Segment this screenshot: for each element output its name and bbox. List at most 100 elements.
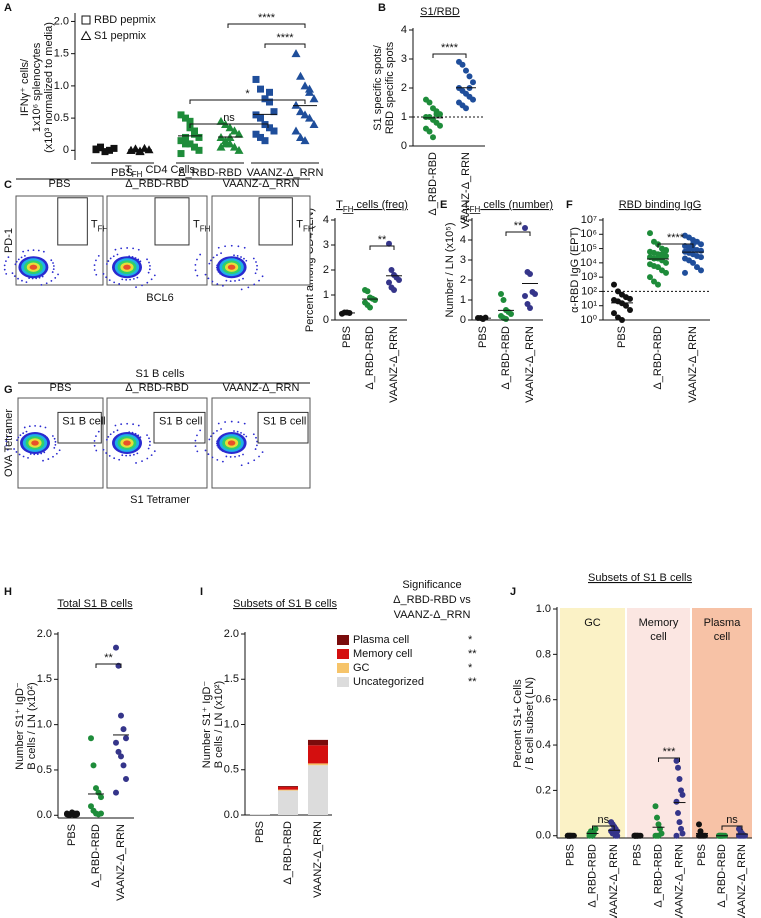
data-point: [498, 291, 504, 297]
event-dot: [116, 253, 119, 256]
sample-label: VAANZ-Δ_RRN: [223, 382, 300, 394]
y-tick-label: 5: [460, 214, 466, 226]
event-dot: [147, 447, 150, 450]
event-dot: [237, 421, 240, 424]
y-tick-label: 2.0: [37, 628, 52, 640]
gate-label-part: S1 B cell: [263, 415, 306, 427]
significance-bracket: [189, 123, 269, 128]
data-point: [230, 142, 239, 151]
legend-significance: **: [468, 676, 477, 688]
panel-letter: E: [440, 199, 447, 211]
data-point: [118, 753, 124, 760]
y-tick-label: 10²: [581, 285, 597, 297]
panel-title: TFH cells (freq): [336, 199, 408, 214]
event-dot: [57, 273, 59, 276]
x-tick-label: Δ_RBD-RBD: [90, 824, 102, 888]
event-dot: [6, 436, 9, 438]
significance-bracket: [657, 243, 694, 248]
data-point: [123, 735, 129, 742]
data-point: [611, 281, 617, 288]
event-dot: [5, 440, 8, 443]
significance-label: ns: [223, 112, 235, 124]
data-point: [673, 757, 680, 764]
event-dot: [95, 449, 98, 452]
data-point: [257, 133, 264, 141]
data-point: [177, 137, 185, 145]
data-point: [463, 67, 469, 74]
y-tick-label: 2: [323, 264, 329, 276]
data-point: [386, 240, 392, 247]
y-axis-label: OVA Tetramer: [3, 409, 15, 477]
data-point: [216, 142, 226, 151]
x-tick-label: PBS: [477, 326, 489, 348]
data-point: [113, 739, 119, 746]
event-dot: [15, 451, 18, 453]
event-dot: [148, 268, 151, 271]
event-dot: [105, 452, 108, 454]
data-point: [305, 113, 314, 122]
data-point: [702, 832, 708, 839]
event-dot: [95, 435, 97, 438]
data-point: [266, 98, 273, 106]
event-dot: [208, 262, 211, 265]
data-point: [225, 123, 235, 132]
legend-swatch: [337, 635, 349, 645]
event-dot: [199, 253, 202, 256]
event-dot: [113, 281, 116, 284]
y-tick-label: 0.6: [536, 694, 551, 706]
data-point: [300, 110, 310, 119]
legend-significance: *: [468, 662, 473, 674]
data-point: [113, 644, 119, 651]
y-tick-label: 0: [63, 144, 69, 156]
y-tick-label: 0.0: [37, 809, 52, 821]
legend-label: Plasma cell: [353, 634, 409, 646]
event-dot: [126, 422, 129, 425]
data-point: [679, 830, 686, 837]
data-point: [663, 259, 669, 266]
event-dot: [196, 258, 198, 261]
x-tick-label: VAANZ-Δ_RRN: [312, 821, 324, 898]
significance-label: *: [245, 88, 250, 100]
bar-segment: [278, 786, 298, 790]
data-point: [686, 246, 692, 253]
event-dot: [105, 438, 108, 441]
event-dot: [234, 455, 236, 458]
x-tick-label: VAANZ-Δ_RRN: [247, 167, 324, 179]
x-tick-label: PBS: [254, 821, 266, 843]
y-tick-label: 10⁰: [580, 314, 597, 326]
event-dot: [102, 448, 105, 451]
data-point: [123, 776, 129, 783]
facet-background: [627, 608, 690, 838]
legend-significance: **: [468, 648, 477, 660]
data-point: [676, 819, 683, 826]
y-axis-label: Percent S1+ Cells: [512, 679, 524, 768]
event-dot: [97, 430, 100, 433]
y-tick-label: 3: [323, 239, 329, 251]
event-dot: [5, 260, 7, 263]
y-tick-label: 0: [323, 314, 329, 326]
legend-swatch: [337, 663, 349, 673]
data-point: [663, 247, 669, 254]
bar-segment: [308, 739, 328, 746]
event-dot: [20, 256, 23, 259]
event-dot: [240, 288, 243, 291]
y-axis-label: B cells / LN (x10²): [26, 682, 38, 769]
y-tick-label: 1: [323, 289, 329, 301]
event-dot: [132, 423, 135, 426]
data-point: [386, 279, 392, 286]
data-point: [115, 748, 122, 755]
data-point: [690, 259, 696, 266]
y-axis-label: 1x10⁶ splenocytes: [31, 42, 43, 132]
event-dot: [236, 430, 239, 433]
data-point: [144, 145, 154, 154]
sample-label: VAANZ-Δ_RRN: [223, 178, 300, 190]
x-tick-label: VAANZ-Δ_RRN: [608, 844, 620, 918]
data-point: [296, 107, 305, 116]
panel-title: Subsets of S1 B cells: [233, 598, 337, 610]
event-dot: [224, 421, 226, 423]
data-point: [177, 111, 185, 119]
data-point: [182, 114, 189, 122]
panel-letter: C: [4, 179, 12, 191]
event-dot: [211, 456, 214, 459]
data-point: [216, 116, 226, 125]
